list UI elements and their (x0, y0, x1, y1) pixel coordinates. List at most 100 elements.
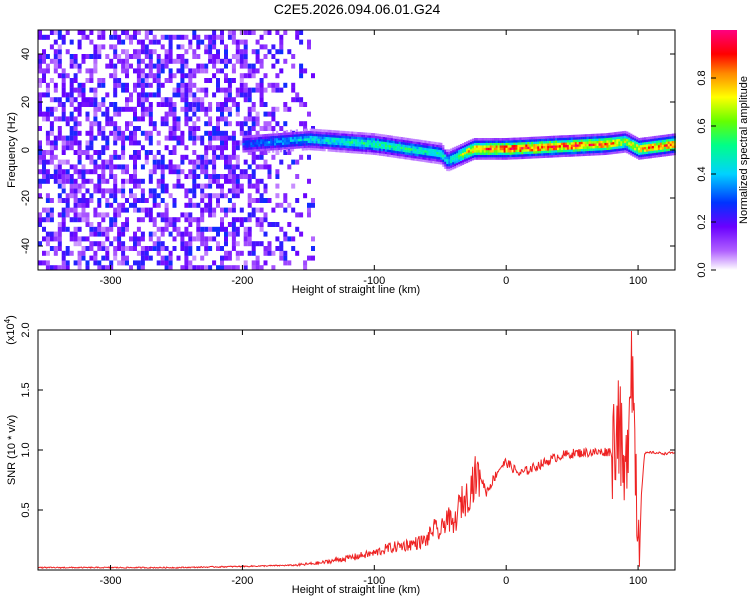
heatmap-cell (408, 145, 411, 148)
heatmap-cell (390, 145, 393, 148)
heatmap-cell (121, 106, 126, 112)
heatmap-cell (224, 241, 228, 247)
heatmap-cell (129, 106, 133, 112)
heatmap-cell (543, 153, 546, 156)
heatmap-cell (487, 154, 490, 158)
heatmap-cell (148, 178, 153, 184)
heatmap-cell (661, 146, 664, 150)
heatmap-cell (192, 73, 197, 79)
heatmap-cell (614, 146, 617, 150)
heatmap-cell (77, 255, 82, 261)
heatmap-cell (267, 82, 272, 88)
heatmap-cell (77, 102, 82, 107)
heatmap-cell (396, 148, 399, 152)
heatmap-cell (196, 68, 201, 74)
heatmap-cell (287, 260, 292, 266)
heatmap-cell (73, 226, 78, 232)
heatmap-cell (584, 141, 587, 144)
heatmap-cell (632, 134, 635, 138)
heatmap-cell (549, 145, 552, 149)
heatmap-cell (267, 30, 272, 35)
heatmap-cell (227, 92, 232, 98)
heatmap-cell (351, 131, 354, 135)
heatmap-cell (140, 39, 145, 45)
heatmap-cell (612, 151, 615, 155)
heatmap-cell (262, 141, 265, 144)
heatmap-cell (493, 140, 496, 143)
heatmap-cell (164, 121, 169, 127)
heatmap-cell (133, 202, 137, 208)
heatmap-cell (231, 246, 236, 251)
heatmap-cell (140, 111, 145, 117)
heatmap-cell (547, 143, 550, 146)
heatmap-cell (260, 134, 263, 137)
heatmap-cell (618, 134, 621, 137)
heatmap-cell (319, 136, 322, 139)
heatmap-cell (148, 135, 153, 141)
heatmap-cell (426, 155, 429, 158)
heatmap-cell (313, 145, 316, 149)
heatmap-cell (196, 39, 201, 45)
heatmap-cell (489, 145, 492, 148)
heatmap-cell (200, 159, 205, 165)
heatmap-cell (42, 34, 46, 40)
heatmap-cell (317, 148, 320, 151)
heatmap-cell (588, 136, 591, 139)
heatmap-cell (251, 169, 256, 175)
heatmap-cell (77, 217, 82, 223)
heatmap-cell (235, 188, 240, 194)
heatmap-cell (642, 142, 645, 145)
heatmap-cell (287, 146, 291, 150)
heatmap-cell (444, 163, 447, 167)
heatmap-cell (491, 157, 494, 160)
heatmap-cell (473, 157, 477, 160)
heatmap-cell (227, 231, 232, 237)
heatmap-cell (653, 138, 657, 141)
heatmap-cell (618, 141, 621, 144)
heatmap-cell (53, 82, 58, 88)
heatmap-cell (231, 140, 236, 146)
heatmap-cell (113, 44, 118, 50)
heatmap-cell (172, 102, 177, 107)
heatmap-cell (414, 148, 417, 152)
heatmap-cell (251, 121, 256, 127)
heatmap-cell (231, 39, 236, 45)
heatmap-cell (136, 241, 141, 247)
heatmap-cell (129, 34, 133, 40)
heatmap-cell (117, 130, 122, 136)
heatmap-cell (410, 140, 413, 144)
heatmap-cell (477, 142, 480, 146)
heatmap-cell (125, 207, 129, 213)
heatmap-cell (284, 144, 287, 148)
heatmap-cell (651, 145, 655, 149)
heatmap-cell (632, 137, 635, 140)
heatmap-cell (628, 142, 631, 145)
heatmap-cell (574, 146, 577, 150)
heatmap-cell (543, 150, 546, 154)
heatmap-cell (176, 183, 181, 189)
heatmap-cell (220, 246, 224, 251)
heatmap-cell (287, 132, 291, 135)
heatmap-cell (136, 97, 141, 103)
heatmap-cell (279, 44, 284, 50)
heatmap-cell (259, 193, 264, 199)
heatmap-cell (289, 148, 293, 152)
heatmap-cell (263, 150, 268, 155)
heatmap-cell (262, 148, 265, 152)
heatmap-cell (576, 141, 579, 145)
heatmap-cell (61, 207, 66, 213)
heatmap-cell (371, 133, 374, 136)
heatmap-cell (57, 30, 62, 35)
heatmap-cell (659, 142, 662, 145)
heatmap-cell (580, 136, 583, 140)
heatmap-cell (596, 143, 599, 146)
heatmap-cell (657, 135, 661, 138)
heatmap-cell (515, 147, 518, 150)
heatmap-cell (247, 106, 252, 112)
heatmap-cell (227, 265, 232, 271)
heatmap-cell (61, 102, 66, 107)
heatmap-cell (266, 141, 269, 144)
heatmap-cell (418, 158, 421, 162)
heatmap-cell (521, 154, 524, 157)
heatmap-cell (204, 106, 209, 112)
